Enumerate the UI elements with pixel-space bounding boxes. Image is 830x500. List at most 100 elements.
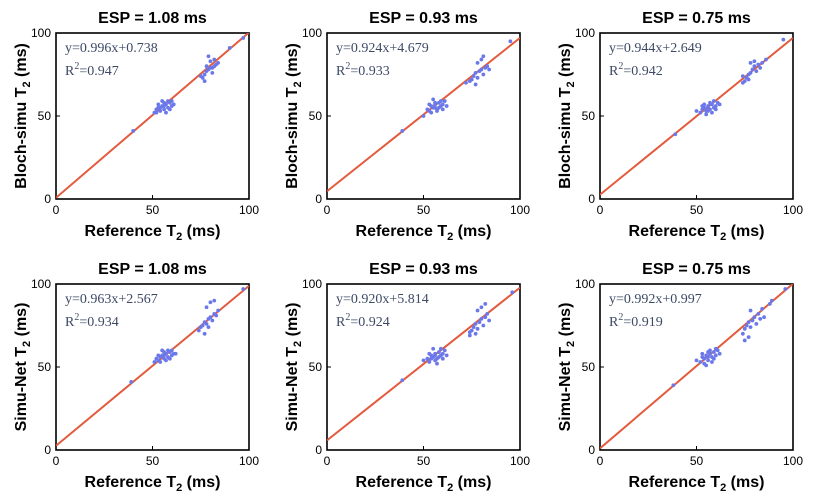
data-point [162,107,166,112]
panel-4: ESP = 1.08 ms 0 50 100 0 50 100 y=0.963x+2.567 R… [13,261,259,494]
fit-line [56,285,249,447]
panel-title: ESP = 1.08 ms [98,10,207,27]
data-point [437,350,441,354]
y-axis-label: Bloch-simu T2 (ms) [557,43,577,189]
data-point [210,65,215,70]
y-axis-label: Bloch-simu T2 (ms) [284,43,304,189]
x-tick-label: 0 [53,203,60,217]
data-point [713,104,718,108]
data-point [214,313,219,318]
data-point [429,110,434,115]
data-point [781,37,786,42]
data-point [435,109,439,113]
data-point [216,60,221,65]
data-point [717,351,722,356]
data-point [241,36,246,40]
r-squared: R2=0.933 [336,61,390,79]
fit-equation: y=0.924x+4.679 [336,41,429,56]
data-point [742,79,747,84]
data-point [758,65,763,70]
data-point [208,300,213,305]
y-axis-label-sub: 2 [292,81,304,87]
data-point [202,331,207,336]
data-point [671,383,676,388]
x-tick-label: 0 [597,203,604,217]
fit-line [56,33,249,199]
data-point [400,129,405,133]
x-tick-label: 50 [417,454,431,468]
r-squared-value: =0.933 [350,64,389,79]
data-point [471,325,476,330]
data-point [754,321,759,326]
data-point [433,105,437,110]
y-axis-label-text: Simu-Net T [284,347,301,432]
x-axis-label: Reference T2 (ms) [629,223,765,243]
r-squared-sup: 2 [74,312,79,323]
panel-6: ESP = 0.75 ms 0 50 100 0 50 100 y=0.992x+0.997 R… [557,261,803,494]
data-point [204,64,209,69]
data-point [711,350,716,354]
data-point [477,320,482,325]
data-point [433,358,437,363]
data-point [783,287,788,291]
data-point [487,318,492,323]
data-point [156,353,161,358]
data-point [473,70,478,75]
data-point [746,77,751,82]
data-point [479,316,484,321]
x-axis-label-text: Reference T [629,223,721,240]
data-point [427,360,432,364]
data-point [166,99,170,103]
data-point [481,72,486,77]
y-tick-label: 0 [315,192,322,206]
data-point [164,110,168,115]
fit-line [600,37,793,196]
r-squared: R2=0.942 [609,61,663,79]
data-point [706,105,710,110]
data-point [750,318,755,323]
data-point [481,54,486,59]
x-axis-label-unit: (ms) [182,223,220,240]
data-point [742,326,747,331]
data-point [758,316,763,321]
panel-3: ESP = 0.75 ms 0 50 100 0 50 100 y=0.944x+2.649 R… [557,10,803,243]
r-squared: R2=0.934 [65,312,119,330]
panel-1: ESP = 1.08 ms 0 50 100 0 50 100 y=0.996x+0.738 R… [13,10,259,243]
data-point [167,107,172,112]
y-tick-label: 50 [582,360,596,374]
x-tick-label: 0 [324,203,331,217]
data-point [437,105,441,110]
data-point [694,109,699,113]
data-point [711,356,716,361]
data-point [767,302,772,306]
data-point [158,105,163,110]
data-point [740,331,745,336]
x-axis-label-sub: 2 [447,482,453,494]
y-tick-label: 0 [315,443,322,457]
data-point [706,358,710,363]
data-point [202,72,207,77]
data-point [750,67,755,72]
data-point [152,360,157,364]
data-point [752,315,757,320]
data-point [433,353,437,358]
data-point [158,360,163,364]
data-point [760,60,765,65]
data-point [700,351,705,356]
r-squared-sup: 2 [618,61,623,72]
r-squared-value: =0.947 [79,64,118,79]
y-axis-label: Simu-Net T2 (ms) [557,303,577,432]
x-axis-label-sub: 2 [176,482,182,494]
y-tick-label: 50 [309,109,323,123]
data-point [169,348,174,353]
x-axis-label-unit: (ms) [726,474,764,491]
data-point [129,380,134,384]
data-point [713,346,718,351]
x-axis-label-text: Reference T [356,223,448,240]
y-tick-label: 0 [44,443,51,457]
y-axis-label-unit: (ms) [13,303,30,341]
x-tick-label: 100 [510,203,530,217]
data-point [706,350,710,354]
r-squared-sup: 2 [618,312,623,323]
y-axis-label-text: Bloch-simu T [284,87,301,189]
